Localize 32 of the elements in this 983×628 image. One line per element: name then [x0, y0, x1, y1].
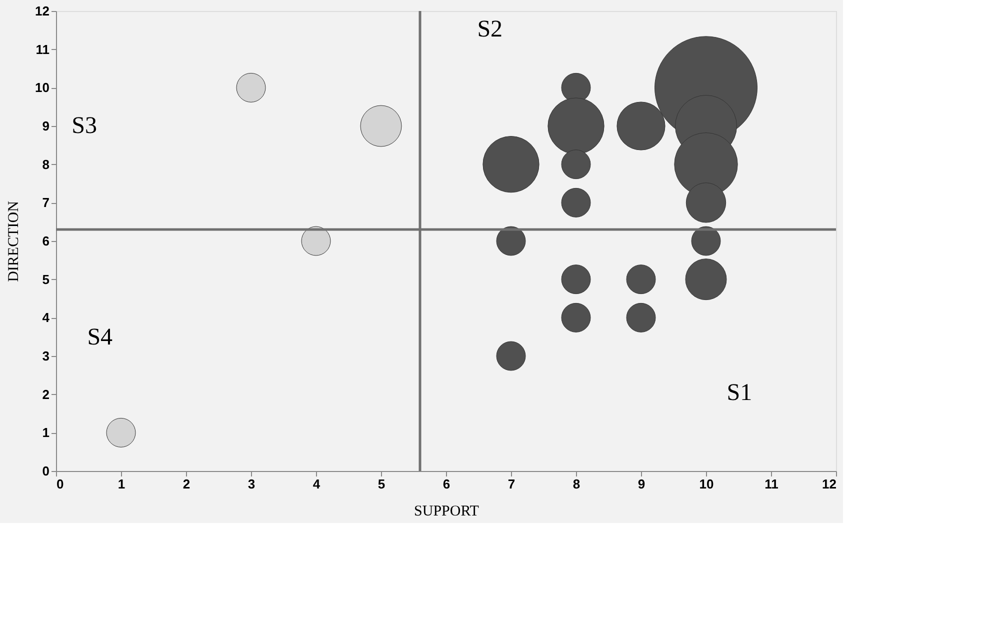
y-tick-label: 9 [42, 118, 50, 134]
y-tick-label: 11 [36, 42, 50, 57]
x-axis-title: SUPPORT [414, 504, 479, 520]
x-tick-label: 7 [508, 476, 516, 492]
y-tick-label: 7 [42, 195, 50, 210]
y-tick-label: 4 [42, 310, 50, 326]
y-tick-label: 2 [42, 386, 50, 402]
x-tick-label: 1 [118, 476, 126, 492]
y-tick-label: 6 [42, 234, 50, 248]
y-tick-label: 10 [35, 80, 50, 96]
annotation: S1 [726, 380, 752, 406]
y-tick-label: 3 [42, 348, 50, 364]
annotation: S4 [87, 324, 113, 351]
x-tick-label: 9 [638, 476, 646, 492]
y-tick-label: 8 [42, 156, 50, 172]
x-tick-label: 2 [182, 476, 190, 492]
y-tick-label: 0 [42, 464, 50, 478]
x-tick-label: 8 [572, 476, 580, 492]
x-tick-label: 3 [248, 476, 256, 492]
y-tick-label: 1 [42, 425, 50, 440]
y-axis-title: DIRECTION [6, 200, 22, 282]
x-tick-label: 10 [699, 476, 714, 492]
x-tick-label: 6 [442, 476, 450, 492]
x-tick-label: 4 [312, 476, 321, 492]
annotation: S3 [72, 113, 97, 139]
y-tick-label: 5 [42, 272, 50, 287]
y-tick-label: 12 [35, 4, 50, 18]
x-tick-label: 0 [56, 476, 64, 492]
annotation: S2 [477, 16, 503, 42]
x-tick-label: 12 [822, 476, 836, 492]
x-tick-label: 11 [764, 476, 778, 492]
x-tick-label: 5 [378, 476, 386, 492]
